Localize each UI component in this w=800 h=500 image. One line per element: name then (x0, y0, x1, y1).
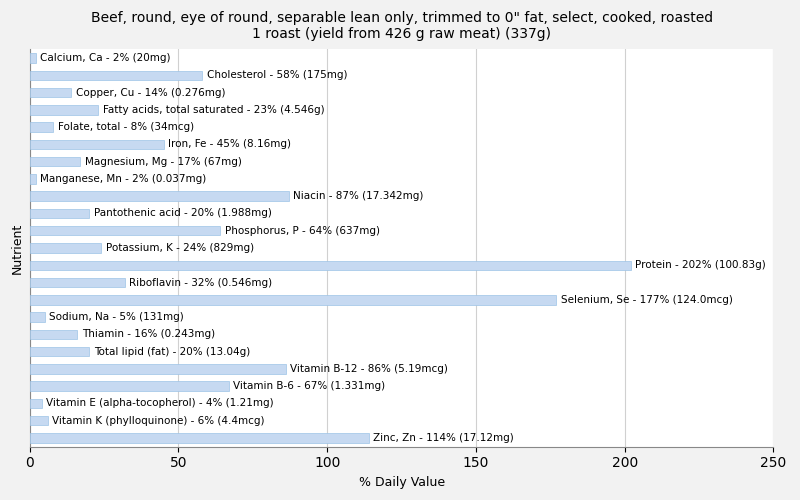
Text: Folate, total - 8% (34mcg): Folate, total - 8% (34mcg) (58, 122, 194, 132)
Text: Vitamin K (phylloquinone) - 6% (4.4mcg): Vitamin K (phylloquinone) - 6% (4.4mcg) (52, 416, 265, 426)
Bar (30, 295, 556, 304)
Text: Vitamin E (alpha-tocopherol) - 4% (1.21mg): Vitamin E (alpha-tocopherol) - 4% (1.21m… (46, 398, 274, 408)
Bar (30, 122, 54, 132)
Bar (30, 364, 286, 374)
Bar (30, 192, 289, 201)
Bar (30, 88, 71, 98)
Bar (30, 398, 42, 408)
Text: Riboflavin - 32% (0.546mg): Riboflavin - 32% (0.546mg) (130, 278, 273, 287)
Text: Selenium, Se - 177% (124.0mcg): Selenium, Se - 177% (124.0mcg) (561, 295, 733, 305)
Text: Pantothenic acid - 20% (1.988mg): Pantothenic acid - 20% (1.988mg) (94, 208, 271, 218)
Text: Manganese, Mn - 2% (0.037mg): Manganese, Mn - 2% (0.037mg) (40, 174, 206, 184)
Text: Total lipid (fat) - 20% (13.04g): Total lipid (fat) - 20% (13.04g) (94, 346, 250, 356)
Text: Phosphorus, P - 64% (637mg): Phosphorus, P - 64% (637mg) (225, 226, 379, 235)
Bar (30, 226, 220, 235)
Bar (30, 260, 630, 270)
Y-axis label: Nutrient: Nutrient (11, 222, 24, 274)
Bar (30, 382, 229, 391)
Bar (30, 208, 89, 218)
Title: Beef, round, eye of round, separable lean only, trimmed to 0" fat, select, cooke: Beef, round, eye of round, separable lea… (90, 11, 713, 42)
Text: Thiamin - 16% (0.243mg): Thiamin - 16% (0.243mg) (82, 330, 215, 340)
Text: Protein - 202% (100.83g): Protein - 202% (100.83g) (635, 260, 766, 270)
Text: Potassium, K - 24% (829mg): Potassium, K - 24% (829mg) (106, 243, 254, 253)
X-axis label: % Daily Value: % Daily Value (358, 476, 445, 489)
Text: Fatty acids, total saturated - 23% (4.546g): Fatty acids, total saturated - 23% (4.54… (102, 105, 324, 115)
Bar (30, 157, 80, 166)
Bar (30, 105, 98, 115)
Text: Vitamin B-12 - 86% (5.19mcg): Vitamin B-12 - 86% (5.19mcg) (290, 364, 448, 374)
Text: Magnesium, Mg - 17% (67mg): Magnesium, Mg - 17% (67mg) (85, 156, 242, 166)
Bar (30, 347, 89, 356)
Bar (30, 244, 101, 253)
Text: Zinc, Zn - 114% (17.12mg): Zinc, Zn - 114% (17.12mg) (374, 433, 514, 443)
Text: Cholesterol - 58% (175mg): Cholesterol - 58% (175mg) (206, 70, 347, 81)
Text: Sodium, Na - 5% (131mg): Sodium, Na - 5% (131mg) (49, 312, 184, 322)
Bar (30, 433, 369, 442)
Bar (30, 54, 36, 63)
Bar (30, 174, 36, 184)
Bar (30, 278, 125, 287)
Bar (30, 312, 45, 322)
Bar (30, 330, 78, 339)
Bar (30, 140, 163, 149)
Text: Iron, Fe - 45% (8.16mg): Iron, Fe - 45% (8.16mg) (168, 140, 291, 149)
Bar (30, 416, 47, 426)
Text: Niacin - 87% (17.342mg): Niacin - 87% (17.342mg) (293, 191, 423, 201)
Bar (30, 70, 202, 80)
Text: Copper, Cu - 14% (0.276mg): Copper, Cu - 14% (0.276mg) (76, 88, 226, 98)
Text: Vitamin B-6 - 67% (1.331mg): Vitamin B-6 - 67% (1.331mg) (234, 381, 386, 391)
Text: Calcium, Ca - 2% (20mg): Calcium, Ca - 2% (20mg) (40, 53, 170, 63)
